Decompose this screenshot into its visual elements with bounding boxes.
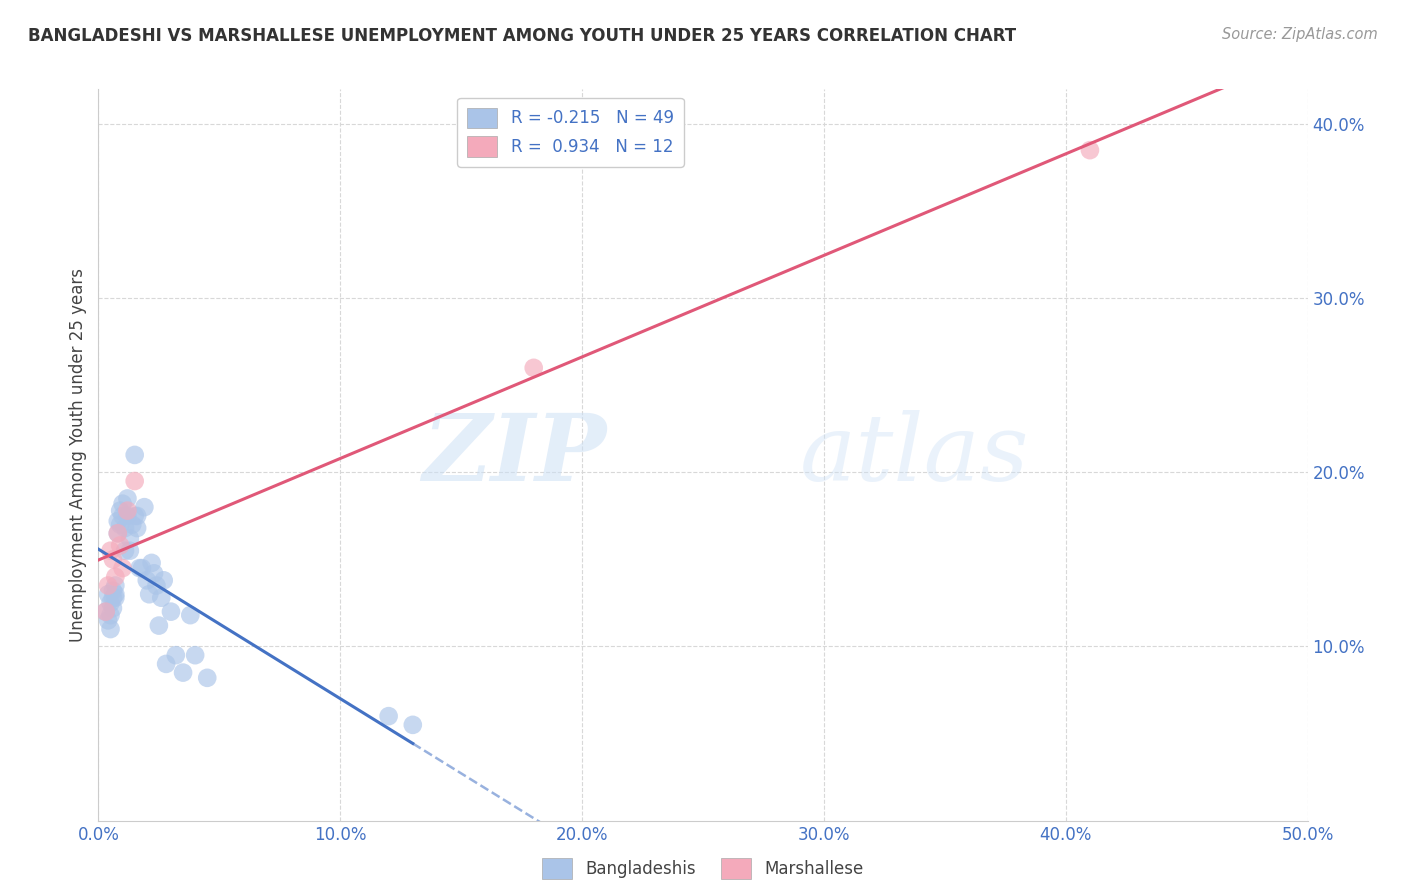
Point xyxy=(160,605,183,619)
Point xyxy=(165,648,187,663)
Point xyxy=(111,497,134,511)
Point xyxy=(124,474,146,488)
Point xyxy=(127,521,149,535)
Point xyxy=(107,526,129,541)
Point xyxy=(1078,143,1101,157)
Point xyxy=(179,608,201,623)
Point xyxy=(127,508,149,523)
Point xyxy=(100,622,122,636)
Point xyxy=(117,503,139,517)
Point xyxy=(111,508,134,523)
Point xyxy=(104,578,127,592)
Point xyxy=(101,552,124,566)
Point xyxy=(121,517,143,532)
Point xyxy=(107,526,129,541)
Point xyxy=(101,583,124,598)
Point xyxy=(141,556,163,570)
Text: ZIP: ZIP xyxy=(422,410,606,500)
Point xyxy=(152,574,174,588)
Point xyxy=(97,578,120,592)
Text: atlas: atlas xyxy=(800,410,1029,500)
Legend: Bangladeshis, Marshallese: Bangladeshis, Marshallese xyxy=(536,852,870,886)
Point xyxy=(100,543,122,558)
Point xyxy=(118,532,141,546)
Point xyxy=(108,539,131,553)
Point xyxy=(402,718,425,732)
Point xyxy=(118,543,141,558)
Point xyxy=(377,709,399,723)
Point xyxy=(94,605,117,619)
Point xyxy=(111,561,134,575)
Point xyxy=(150,591,173,605)
Point xyxy=(108,503,131,517)
Point xyxy=(143,566,166,581)
Point xyxy=(148,618,170,632)
Point xyxy=(134,500,156,515)
Point xyxy=(104,587,127,601)
Point xyxy=(117,491,139,506)
Point xyxy=(100,608,122,623)
Point xyxy=(97,587,120,601)
Point xyxy=(145,578,167,592)
Point xyxy=(114,521,136,535)
Point xyxy=(100,596,122,610)
Point xyxy=(101,601,124,615)
Point xyxy=(135,574,157,588)
Point xyxy=(138,587,160,601)
Point xyxy=(195,671,218,685)
Text: Source: ZipAtlas.com: Source: ZipAtlas.com xyxy=(1222,27,1378,42)
Point xyxy=(108,517,131,532)
Point xyxy=(172,665,194,680)
Point xyxy=(128,561,150,575)
Point xyxy=(155,657,177,671)
Point xyxy=(131,561,153,575)
Point xyxy=(117,508,139,523)
Point xyxy=(104,591,127,605)
Point xyxy=(107,514,129,528)
Point xyxy=(184,648,207,663)
Point xyxy=(104,570,127,584)
Point xyxy=(97,613,120,627)
Y-axis label: Unemployment Among Youth under 25 years: Unemployment Among Youth under 25 years xyxy=(69,268,87,642)
Text: BANGLADESHI VS MARSHALLESE UNEMPLOYMENT AMONG YOUTH UNDER 25 YEARS CORRELATION C: BANGLADESHI VS MARSHALLESE UNEMPLOYMENT … xyxy=(28,27,1017,45)
Point xyxy=(523,360,546,375)
Point xyxy=(94,605,117,619)
Point xyxy=(101,591,124,605)
Point xyxy=(114,543,136,558)
Point xyxy=(124,448,146,462)
Point xyxy=(124,508,146,523)
